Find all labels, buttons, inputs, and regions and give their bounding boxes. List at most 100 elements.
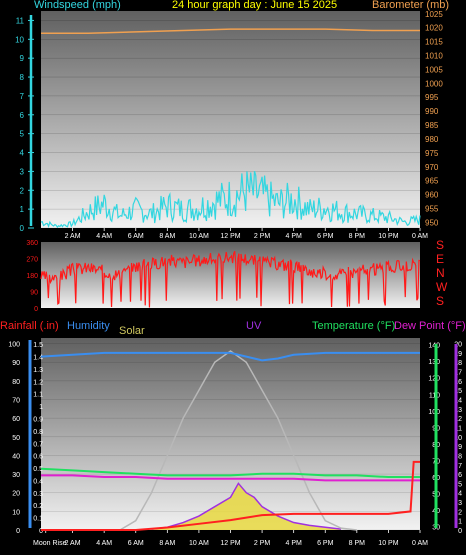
conditions-x-tick-label: Moon Rise	[33, 540, 67, 547]
humidity-tick-label: 80	[12, 379, 20, 386]
temperature-tick-label: 130	[428, 359, 440, 366]
direction-tick-label: 270	[26, 257, 38, 264]
barometer-tick-label: 970	[425, 163, 439, 172]
uv-tick-label: 12	[454, 416, 462, 423]
humidity-tick-label: 100	[8, 342, 20, 349]
temperature-tick-label: 120	[428, 376, 440, 383]
direction-label-s-top: S	[436, 238, 445, 252]
windspeed-tick-label: 3	[20, 167, 25, 176]
humidity-tick-label: 60	[12, 416, 20, 423]
windspeed-tick-label: 5	[20, 130, 25, 139]
barometer-tick-label: 955	[425, 205, 439, 214]
chart-title: 24 hour graph day : June 15 2025	[172, 0, 338, 11]
humidity-tick-label: 40	[12, 453, 20, 460]
wind-x-tick-label: 2 AM	[65, 233, 81, 240]
conditions-x-tick-label: 2 AM	[65, 540, 81, 547]
conditions-x-tick-label: 12 PM	[220, 540, 240, 547]
solar-legend: Solar	[119, 325, 145, 337]
rainfall-legend: Rainfall (.in)	[0, 320, 59, 332]
windspeed-axis-label: Windspeed (mph)	[34, 0, 121, 11]
windspeed-tick-label: 10	[15, 35, 24, 44]
uv-tick-label: 9	[458, 444, 462, 451]
solar-fill-area	[151, 483, 342, 530]
humidity-tick-label: 20	[12, 491, 20, 498]
uv-tick-label: 10	[454, 435, 462, 442]
rainfall-tick-label: 0.9	[33, 417, 43, 424]
uv-tick-label: 11	[455, 425, 462, 432]
wind-x-tick-label: 8 PM	[349, 233, 366, 240]
humidity-tick-label: 0	[16, 528, 20, 535]
conditions-x-tick-label: 4 AM	[96, 540, 112, 547]
uv-tick-label: 2	[458, 509, 462, 516]
conditions-x-tick-label: 6 PM	[317, 540, 334, 547]
direction-tick-label: 360	[26, 240, 38, 247]
barometer-tick-label: 1005	[425, 65, 443, 74]
barometer-tick-label: 950	[425, 218, 439, 227]
rainfall-tick-label: 0.7	[33, 441, 43, 448]
conditions-x-tick-label: 2 PM	[254, 540, 271, 547]
rainfall-tick-label: 0.5	[33, 466, 43, 473]
wind-panel-background	[41, 11, 420, 228]
direction-label-n: N	[436, 266, 445, 280]
uv-tick-label: 6	[458, 472, 462, 479]
temperature-line	[40, 467, 420, 479]
humidity-tick-label: 50	[12, 435, 20, 442]
direction-tick-label: 180	[26, 273, 38, 280]
windspeed-tick-label: 8	[20, 73, 25, 82]
wind-x-tick-label: 10 AM	[189, 233, 209, 240]
wind-x-tick-label: 10 PM	[378, 233, 398, 240]
dewpoint-legend: Dew Point (°F)	[394, 320, 466, 332]
temperature-legend: Temperature (°F)	[312, 320, 396, 332]
uv-tick-label: 3	[458, 500, 462, 507]
wind-x-tick-label: 12 PM	[220, 233, 240, 240]
humidity-tick-label: 30	[12, 472, 20, 479]
temperature-tick-label: 110	[429, 392, 440, 399]
dewpoint-line	[41, 474, 420, 482]
barometer-tick-label: 975	[425, 149, 439, 158]
uv-tick-label: 1	[458, 519, 462, 526]
rainfall-tick-label: 0.6	[33, 454, 43, 461]
conditions-x-tick-label: 8 AM	[159, 540, 175, 547]
uv-tick-label: 0	[458, 528, 462, 535]
uv-tick-label: 15	[454, 388, 462, 395]
barometer-tick-label: 995	[425, 93, 439, 102]
wind-x-tick-label: 0 AM	[412, 233, 428, 240]
humidity-tick-label: 70	[12, 398, 20, 405]
barometer-tick-label: 1025	[425, 10, 443, 19]
uv-tick-label: 16	[454, 379, 462, 386]
humidity-line	[40, 351, 420, 362]
conditions-panel: 0 0.1 0.2 0.3 0.4 0.5 0.6 0.7 0.8 0.9 1 1.1 1.2 1.3 1.…	[8, 338, 462, 547]
rainfall-tick-label: 1.5	[33, 342, 43, 349]
direction-label-s-bottom: S	[436, 294, 445, 308]
conditions-x-tick-label: 10 PM	[378, 540, 398, 547]
barometer-tick-label: 960	[425, 191, 439, 200]
conditions-x-tick-label: 8 PM	[349, 540, 366, 547]
barometer-tick-label: 985	[425, 121, 439, 130]
rainfall-tick-label: 1.3	[33, 367, 43, 374]
uv-tick-label: 18	[454, 360, 462, 367]
rainfall-tick-label: 0.1	[33, 516, 43, 523]
windspeed-tick-label: 6	[20, 111, 25, 120]
direction-panel: 0 90 180 270 360	[26, 240, 421, 313]
conditions-x-tick-label: 4 PM	[285, 540, 302, 547]
barometer-axis-label: Barometer (mb)	[372, 0, 450, 11]
conditions-x-tick-label: 6 AM	[128, 540, 144, 547]
wind-x-tick-label: 6 AM	[128, 233, 144, 240]
wind-x-tick-label: 2 PM	[254, 233, 271, 240]
rainfall-tick-label: 1.4	[33, 355, 43, 362]
uv-tick-label: 4	[458, 491, 462, 498]
conditions-x-tick-label: 0 AM	[412, 540, 428, 547]
direction-label-w: W	[436, 280, 448, 294]
uv-tick-label: 19	[454, 351, 462, 358]
conditions-x-tick-label: 10 AM	[189, 540, 209, 547]
windspeed-line	[40, 171, 421, 229]
humidity-tick-label: 10	[12, 509, 20, 516]
uv-tick-label: 8	[458, 453, 462, 460]
barometer-tick-label: 1000	[425, 79, 443, 88]
uv-tick-label: 7	[458, 463, 462, 470]
windspeed-tick-label: 0	[20, 224, 25, 233]
rainfall-tick-label: 0.2	[33, 503, 43, 510]
windspeed-tick-label: 4	[20, 149, 25, 158]
rainfall-tick-label: 0	[39, 528, 43, 535]
temperature-tick-label: 140	[428, 343, 440, 350]
